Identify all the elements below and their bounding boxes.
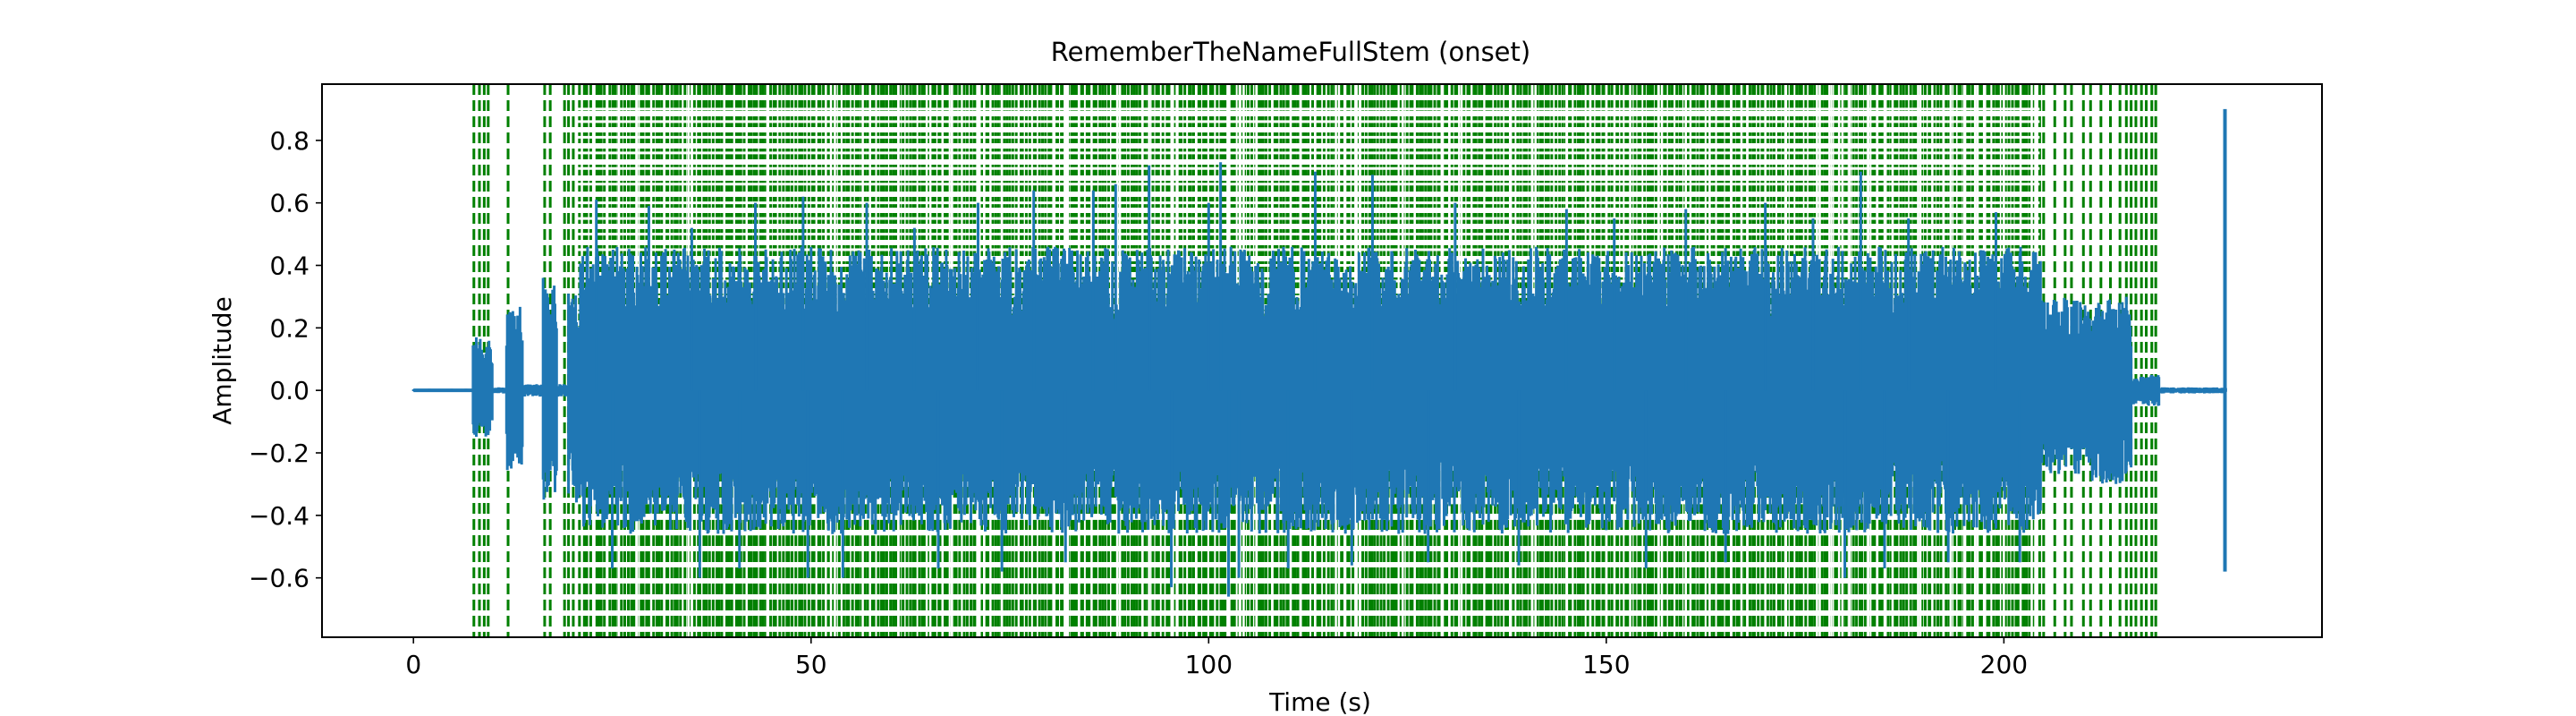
- y-tick-label: 0.0: [269, 376, 309, 405]
- y-tick-label: −0.4: [249, 501, 309, 531]
- x-tick-label: 100: [1185, 650, 1233, 679]
- waveform: [411, 108, 2227, 597]
- y-tick-label: 0.4: [269, 251, 309, 281]
- x-tick-label: 0: [405, 650, 421, 679]
- x-tick-label: 150: [1582, 650, 1630, 679]
- waveform-body: [411, 246, 2227, 534]
- y-tick-label: 0.8: [269, 126, 309, 156]
- y-tick-label: −0.2: [249, 439, 309, 468]
- x-tick-label: 50: [795, 650, 827, 679]
- y-tick-label: −0.6: [249, 564, 309, 593]
- y-tick-label: 0.6: [269, 189, 309, 218]
- plot-frame: [321, 83, 2323, 638]
- x-axis-label: Time (s): [1268, 687, 1371, 716]
- plot-area: [322, 84, 2322, 637]
- y-axis: −0.6 −0.4 −0.2 0.0 0.2 0.4 0.6 0.8: [249, 126, 322, 593]
- y-axis-label: Amplitude: [208, 296, 237, 425]
- x-tick-label: 200: [1980, 650, 2028, 679]
- chart-title: RememberTheNameFullStem (onset): [1051, 37, 1530, 67]
- y-tick-label: 0.2: [269, 313, 309, 343]
- x-axis: 0 50 100 150 200: [405, 637, 2028, 679]
